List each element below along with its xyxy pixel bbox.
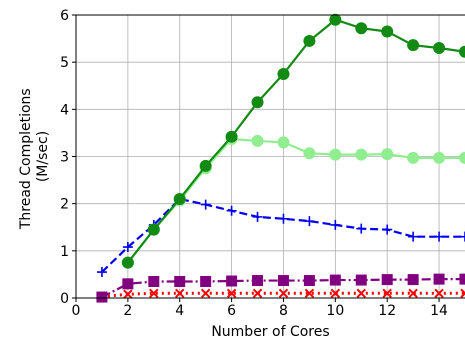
data-point bbox=[278, 213, 289, 224]
data-point bbox=[173, 192, 186, 205]
x-tick-label: 10 bbox=[326, 303, 344, 319]
data-point bbox=[148, 275, 160, 287]
data-point bbox=[329, 274, 341, 286]
x-tick-label: 6 bbox=[227, 303, 236, 319]
data-point bbox=[433, 151, 446, 164]
data-point bbox=[407, 274, 419, 286]
data-point bbox=[355, 274, 367, 286]
data-point bbox=[407, 151, 420, 164]
data-point bbox=[329, 148, 342, 161]
data-point bbox=[355, 22, 368, 35]
data-point bbox=[277, 67, 290, 80]
data-point bbox=[408, 288, 418, 298]
data-point bbox=[96, 291, 108, 303]
data-point bbox=[303, 275, 315, 287]
y-axis-label-line-1: Thread Completions bbox=[18, 88, 34, 230]
data-point bbox=[460, 231, 465, 242]
data-point bbox=[277, 136, 290, 149]
data-point bbox=[356, 288, 366, 298]
data-point bbox=[433, 273, 445, 285]
data-point bbox=[149, 288, 159, 298]
data-point bbox=[303, 34, 316, 47]
data-point bbox=[122, 278, 134, 290]
series-line bbox=[101, 278, 465, 299]
data-point bbox=[356, 223, 367, 234]
data-point bbox=[459, 273, 465, 285]
data-point bbox=[174, 275, 186, 287]
y-axis-label: Thread Completions (M/sec) bbox=[18, 84, 51, 230]
data-point bbox=[408, 231, 419, 242]
data-point bbox=[459, 151, 465, 164]
data-point bbox=[382, 224, 393, 235]
data-point bbox=[382, 288, 392, 298]
data-point bbox=[121, 256, 134, 269]
series-3 bbox=[121, 133, 465, 269]
y-tick-label: 4 bbox=[60, 102, 69, 118]
data-point bbox=[460, 288, 465, 298]
series-layer bbox=[96, 13, 465, 303]
x-tick-label: 0 bbox=[72, 303, 81, 319]
data-point bbox=[123, 289, 133, 299]
data-point bbox=[381, 274, 393, 286]
x-tick-label: 4 bbox=[175, 303, 184, 319]
data-point bbox=[303, 147, 316, 160]
data-point bbox=[200, 199, 211, 210]
data-point bbox=[251, 96, 264, 109]
data-point bbox=[304, 216, 315, 227]
data-point bbox=[304, 288, 315, 298]
data-point bbox=[226, 288, 237, 298]
x-tick-label: 12 bbox=[378, 303, 396, 319]
data-point bbox=[278, 288, 289, 298]
y-tick-label: 6 bbox=[60, 8, 69, 24]
data-point bbox=[226, 205, 237, 216]
data-point bbox=[200, 275, 212, 287]
series-1 bbox=[96, 273, 465, 303]
y-tick-label: 0 bbox=[60, 291, 69, 307]
y-tick-label: 3 bbox=[60, 150, 69, 166]
data-point bbox=[355, 148, 368, 161]
data-point bbox=[252, 275, 264, 287]
data-point bbox=[225, 130, 238, 143]
series-line bbox=[127, 18, 465, 264]
data-point bbox=[147, 223, 160, 236]
data-point bbox=[252, 211, 263, 222]
data-point bbox=[407, 39, 420, 52]
data-point bbox=[329, 13, 342, 26]
x-tick-label: 14 bbox=[430, 303, 448, 319]
data-point bbox=[330, 288, 341, 298]
series-4 bbox=[121, 13, 465, 269]
data-point bbox=[96, 267, 107, 278]
x-axis-label: Number of Cores bbox=[211, 324, 329, 340]
data-point bbox=[226, 275, 238, 287]
data-point bbox=[381, 25, 394, 38]
data-point bbox=[199, 159, 212, 172]
data-point bbox=[175, 288, 185, 298]
data-point bbox=[434, 288, 444, 298]
y-tick-label: 1 bbox=[60, 244, 69, 260]
series-0 bbox=[97, 288, 465, 302]
data-point bbox=[381, 148, 394, 161]
data-point bbox=[122, 242, 133, 253]
y-tick-label: 5 bbox=[60, 55, 69, 71]
data-point bbox=[277, 275, 289, 287]
y-axis-label-line-2: (M/sec) bbox=[35, 131, 51, 182]
series-2 bbox=[96, 193, 465, 278]
data-point bbox=[252, 288, 263, 298]
x-tick-label: 8 bbox=[279, 303, 288, 319]
data-point bbox=[459, 45, 465, 58]
y-tick-label: 2 bbox=[60, 197, 69, 213]
data-point bbox=[200, 288, 211, 298]
data-point bbox=[433, 42, 446, 55]
data-point bbox=[251, 134, 264, 147]
data-point bbox=[330, 219, 341, 230]
x-tick-label: 2 bbox=[123, 303, 132, 319]
data-point bbox=[434, 231, 445, 242]
